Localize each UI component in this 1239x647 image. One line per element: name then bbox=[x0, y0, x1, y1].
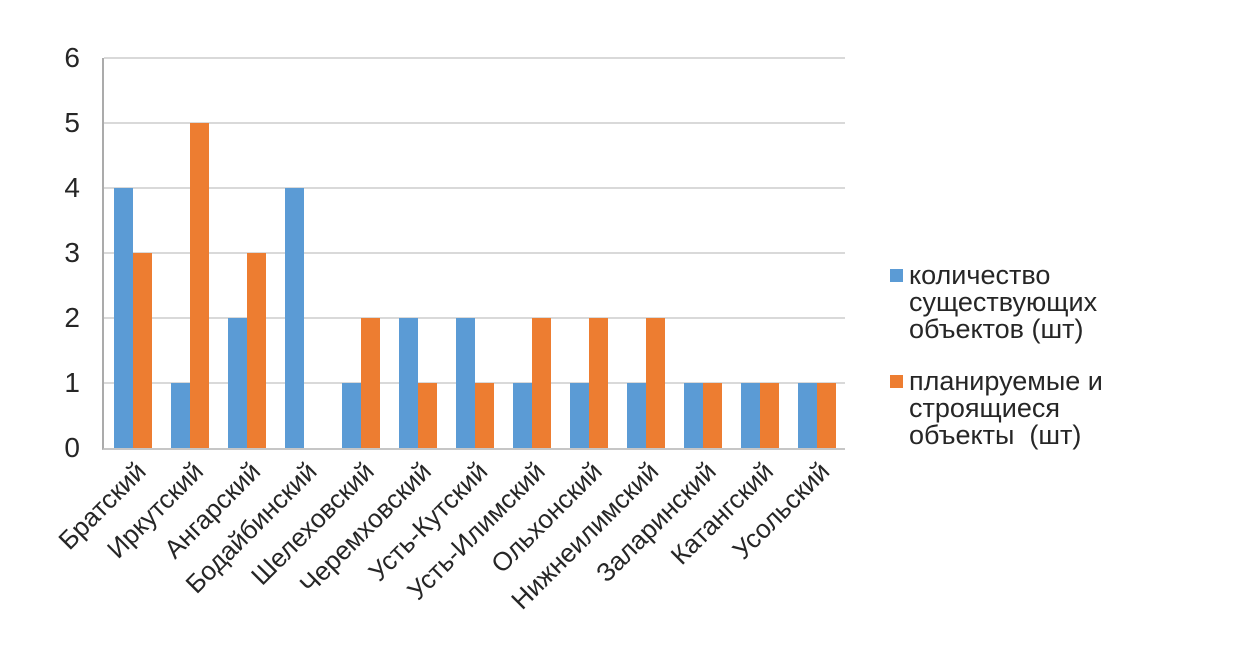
y-tick-label: 5 bbox=[64, 107, 80, 138]
bar bbox=[759, 383, 779, 448]
bar bbox=[170, 383, 190, 448]
bar bbox=[246, 253, 266, 448]
gridline bbox=[104, 187, 845, 189]
legend: количество существующих объектов (шт) пла… bbox=[890, 262, 1239, 449]
bar bbox=[645, 318, 665, 448]
gridline bbox=[104, 57, 845, 59]
bar bbox=[626, 383, 646, 448]
bar bbox=[683, 383, 703, 448]
bar bbox=[284, 188, 304, 448]
y-tick-label: 0 bbox=[64, 432, 80, 463]
legend-item: количество существующих объектов (шт) bbox=[890, 262, 1239, 343]
gridline bbox=[104, 317, 845, 319]
bar bbox=[341, 383, 361, 448]
bar bbox=[740, 383, 760, 448]
bar bbox=[797, 383, 817, 448]
legend-label: количество существующих объектов (шт) bbox=[909, 260, 1098, 344]
y-tick-label: 2 bbox=[64, 302, 80, 333]
y-tick-label: 4 bbox=[64, 172, 80, 203]
bar bbox=[569, 383, 589, 448]
legend-item: планируемые и строящиеся объекты (шт) bbox=[890, 368, 1239, 449]
bar bbox=[132, 253, 152, 448]
legend-marker bbox=[890, 269, 903, 282]
y-tick-label: 3 bbox=[64, 237, 80, 268]
bar bbox=[702, 383, 722, 448]
gridline bbox=[104, 252, 845, 254]
bar bbox=[531, 318, 551, 448]
gridline bbox=[104, 122, 845, 124]
y-tick-label: 6 bbox=[64, 42, 80, 73]
bar bbox=[189, 123, 209, 448]
bar bbox=[360, 318, 380, 448]
bar bbox=[398, 318, 418, 448]
legend-label: планируемые и строящиеся объекты (шт) bbox=[909, 366, 1103, 450]
bar bbox=[512, 383, 532, 448]
bar bbox=[816, 383, 836, 448]
bar bbox=[227, 318, 247, 448]
plot-area bbox=[102, 57, 845, 450]
bar bbox=[113, 188, 133, 448]
legend-marker bbox=[890, 375, 903, 388]
bar bbox=[417, 383, 437, 448]
bar bbox=[588, 318, 608, 448]
y-tick-label: 1 bbox=[64, 367, 80, 398]
bar bbox=[474, 383, 494, 448]
bar bbox=[455, 318, 475, 448]
